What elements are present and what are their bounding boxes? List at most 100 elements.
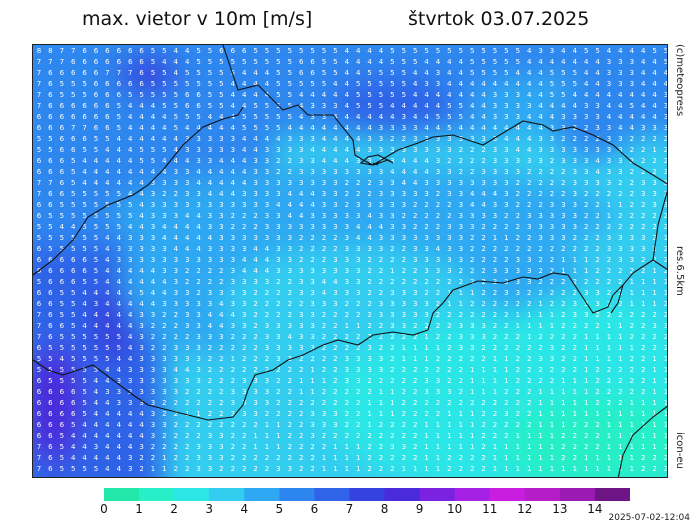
wind-value: 1 bbox=[607, 322, 611, 330]
wind-value: 2 bbox=[185, 333, 189, 341]
wind-value: 3 bbox=[356, 212, 360, 220]
wind-value: 5 bbox=[379, 80, 383, 88]
wind-value: 2 bbox=[470, 300, 474, 308]
wind-value: 1 bbox=[470, 388, 474, 396]
wind-value: 2 bbox=[390, 377, 394, 385]
wind-value: 4 bbox=[174, 69, 179, 77]
wind-value: 4 bbox=[630, 113, 635, 121]
wind-value: 2 bbox=[208, 399, 212, 407]
wind-value: 1 bbox=[196, 410, 200, 418]
wind-value: 1 bbox=[607, 443, 611, 451]
wind-value: 3 bbox=[151, 234, 155, 242]
wind-value: 2 bbox=[516, 410, 520, 418]
wind-value: 3 bbox=[196, 201, 200, 209]
wind-value: 3 bbox=[470, 333, 474, 341]
wind-value: 3 bbox=[333, 190, 337, 198]
wind-value: 2 bbox=[322, 399, 326, 407]
wind-value: 6 bbox=[71, 388, 76, 396]
wind-value: 4 bbox=[367, 223, 372, 231]
wind-value: 3 bbox=[516, 278, 520, 286]
wind-value: 5 bbox=[299, 80, 303, 88]
wind-value: 3 bbox=[436, 80, 440, 88]
wind-value: 3 bbox=[196, 377, 200, 385]
wind-value: 3 bbox=[288, 256, 292, 264]
wind-value: 4 bbox=[139, 201, 144, 209]
wind-value: 4 bbox=[470, 113, 475, 121]
wind-value: 3 bbox=[322, 410, 326, 418]
wind-value: 3 bbox=[356, 256, 360, 264]
wind-value: 2 bbox=[322, 234, 326, 242]
wind-value: 2 bbox=[595, 256, 599, 264]
wind-value: 2 bbox=[367, 443, 371, 451]
wind-value: 2 bbox=[379, 322, 383, 330]
wind-value: 2 bbox=[573, 366, 577, 374]
wind-value: 3 bbox=[345, 289, 349, 297]
scale-swatch bbox=[349, 488, 386, 501]
wind-value: 4 bbox=[470, 190, 475, 198]
wind-value: 3 bbox=[139, 245, 143, 253]
wind-value: 7 bbox=[37, 311, 41, 319]
wind-value: 4 bbox=[652, 80, 657, 88]
wind-value: 4 bbox=[310, 91, 315, 99]
wind-value: 5 bbox=[162, 102, 166, 110]
wind-value: 3 bbox=[139, 355, 143, 363]
wind-value: 1 bbox=[641, 432, 645, 440]
wind-value: 2 bbox=[516, 179, 520, 187]
wind-value: 5 bbox=[94, 278, 98, 286]
wind-value: 3 bbox=[185, 311, 189, 319]
wind-value: 2 bbox=[367, 300, 371, 308]
wind-value: 3 bbox=[151, 355, 155, 363]
wind-value: 4 bbox=[573, 91, 578, 99]
wind-value: 2 bbox=[345, 410, 349, 418]
wind-value: 3 bbox=[607, 146, 611, 154]
wind-value: 4 bbox=[573, 102, 578, 110]
wind-value: 4 bbox=[493, 190, 498, 198]
wind-value: 2 bbox=[493, 410, 497, 418]
wind-value: 1 bbox=[641, 278, 645, 286]
wind-value: 3 bbox=[208, 432, 212, 440]
wind-value: 4 bbox=[367, 234, 372, 242]
wind-value: 2 bbox=[185, 388, 189, 396]
wind-value: 4 bbox=[356, 113, 361, 121]
wind-value: 2 bbox=[139, 465, 143, 473]
wind-value: 7 bbox=[60, 47, 64, 55]
wind-value: 4 bbox=[128, 421, 133, 429]
wind-value: 5 bbox=[584, 47, 588, 55]
wind-value: 1 bbox=[630, 454, 634, 462]
country-borders bbox=[33, 45, 667, 477]
wind-value: 3 bbox=[310, 267, 314, 275]
wind-value: 4 bbox=[139, 135, 144, 143]
wind-value: 2 bbox=[196, 278, 200, 286]
wind-value: 3 bbox=[162, 377, 166, 385]
wind-value: 4 bbox=[595, 80, 600, 88]
wind-value: 2 bbox=[333, 388, 337, 396]
wind-value: 3 bbox=[139, 344, 143, 352]
wind-value: 5 bbox=[117, 190, 121, 198]
wind-value: 2 bbox=[436, 201, 440, 209]
wind-value: 3 bbox=[208, 443, 212, 451]
wind-value: 2 bbox=[641, 377, 645, 385]
wind-value: 1 bbox=[573, 388, 577, 396]
wind-value: 3 bbox=[265, 234, 269, 242]
wind-value: 3 bbox=[470, 223, 474, 231]
wind-value: 3 bbox=[652, 124, 656, 132]
wind-value: 3 bbox=[652, 179, 656, 187]
wind-value: 1 bbox=[333, 443, 337, 451]
wind-value: 6 bbox=[94, 69, 99, 77]
wind-value: 2 bbox=[333, 377, 337, 385]
wind-value: 2 bbox=[402, 377, 406, 385]
wind-value: 6 bbox=[299, 58, 304, 66]
wind-value: 2 bbox=[174, 465, 178, 473]
wind-value: 3 bbox=[595, 289, 599, 297]
wind-value: 6 bbox=[105, 102, 110, 110]
wind-value: 2 bbox=[481, 234, 485, 242]
wind-value: 4 bbox=[345, 146, 350, 154]
wind-value: 1 bbox=[538, 399, 542, 407]
wind-value: 3 bbox=[493, 168, 497, 176]
wind-value: 3 bbox=[231, 289, 235, 297]
wind-value: 2 bbox=[219, 267, 223, 275]
wind-value: 2 bbox=[322, 388, 326, 396]
wind-value: 1 bbox=[584, 333, 588, 341]
wind-value: 3 bbox=[390, 201, 394, 209]
wind-value: 4 bbox=[538, 113, 543, 121]
